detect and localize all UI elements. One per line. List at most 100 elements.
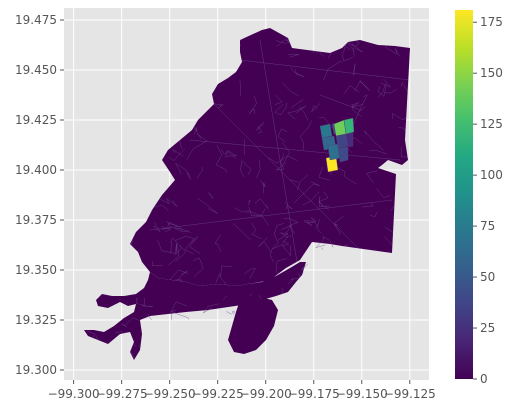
main-road-5	[259, 39, 301, 281]
subdivision-line	[369, 150, 387, 155]
subdivision-line	[246, 208, 266, 217]
colorbar-gradient	[455, 10, 473, 379]
subdivision-line	[281, 82, 300, 97]
y-tick-label: 19.325	[15, 313, 57, 327]
y-tick-label: 19.475	[15, 13, 57, 27]
subdivision-line	[341, 52, 354, 62]
subdivision-line	[192, 257, 204, 277]
subdivision-line	[287, 105, 307, 120]
subdivision-line	[274, 94, 283, 105]
x-tick-label: −99.275	[96, 387, 148, 401]
subdivision-line	[197, 198, 218, 214]
subdivision-line	[168, 269, 189, 281]
subdivision-line	[268, 155, 298, 164]
subdivision-line	[168, 246, 180, 266]
subdivision-line	[342, 37, 363, 53]
subdivision-line	[302, 191, 320, 206]
highlighted-cell	[319, 123, 333, 139]
y-tick-label: 19.300	[15, 363, 57, 377]
subdivision-line	[221, 149, 238, 157]
subdivision-line	[274, 102, 287, 116]
subdivision-line	[269, 235, 288, 263]
x-tick-label: −99.250	[144, 387, 196, 401]
subdivision-line	[310, 217, 319, 228]
subdivision-line	[316, 218, 322, 234]
subdivision-line	[303, 220, 315, 226]
x-axis: −99.300−99.275−99.250−99.225−99.200−99.1…	[48, 380, 436, 401]
subdivision-line	[318, 196, 330, 208]
subdivision-line	[251, 222, 262, 240]
subdivision-line	[278, 225, 293, 241]
map-region	[84, 28, 410, 360]
subdivision-line	[352, 40, 360, 57]
y-tick-label: 19.375	[15, 213, 57, 227]
colorbar-tick-label: 150	[480, 66, 503, 80]
subdivision-line	[275, 39, 290, 47]
subdivision-line	[343, 85, 360, 95]
highlighted-cell	[343, 117, 355, 135]
main-road-3	[209, 99, 361, 251]
subdivision-line	[232, 223, 252, 241]
subdivision-line	[256, 159, 261, 179]
subdivision-line	[243, 138, 246, 155]
subdivision-line	[384, 89, 397, 94]
subdivision-line	[275, 258, 288, 276]
subdivision-line	[335, 166, 357, 185]
colorbar-tick-label: 125	[480, 117, 503, 131]
subdivision-line	[289, 179, 299, 183]
subdivision-line	[186, 133, 208, 160]
y-tick-label: 19.400	[15, 163, 57, 177]
subdivision-line	[352, 63, 356, 76]
y-tick-label: 19.350	[15, 263, 57, 277]
colorbar-tick-label: 50	[480, 270, 495, 284]
subdivision-line	[256, 121, 265, 131]
subdivision-line	[351, 103, 362, 118]
subdivision-line	[282, 142, 290, 164]
subdivision-line	[376, 188, 391, 198]
subdivision-line	[282, 240, 291, 257]
subdivision-line	[315, 235, 330, 249]
subdivision-line	[254, 198, 269, 209]
subdivision-line	[159, 198, 178, 207]
subdivision-line	[215, 144, 228, 173]
colorbar-tick-label: 0	[480, 372, 488, 386]
subdivision-line	[275, 153, 287, 171]
colorbar-tick-label: 25	[480, 321, 495, 335]
subdivision-line	[152, 261, 163, 267]
colorbar: 0 25 50 75 100 125 150 175	[455, 10, 503, 386]
subdivision-line	[234, 207, 250, 213]
x-tick-label: −99.300	[48, 387, 100, 401]
subdivision-line	[354, 80, 370, 92]
highlighted-cell	[345, 132, 354, 148]
subdivision-line	[203, 303, 219, 314]
highlighted-cell	[337, 146, 349, 163]
subdivision-line	[170, 237, 182, 256]
subdivision-line	[323, 60, 343, 81]
highlighted-cells	[319, 117, 355, 173]
main-region	[130, 28, 410, 286]
subdivision-line	[213, 103, 224, 108]
subdivision-line	[175, 245, 187, 262]
subdivision-line	[214, 234, 222, 252]
subdivision-line	[398, 127, 407, 133]
colorbar-tick-label: 75	[480, 219, 495, 233]
subdivision-line	[161, 226, 172, 233]
subdivision-line	[284, 202, 293, 210]
subdivision-line	[400, 146, 410, 158]
subdivision-line	[226, 311, 235, 316]
subdivision-line	[293, 181, 320, 204]
colorbar-ticks: 0 25 50 75 100 125 150 175	[473, 15, 503, 386]
subdivision-line	[171, 301, 188, 312]
subdivision-line	[157, 239, 172, 253]
subdivision-line	[239, 79, 241, 97]
subdivision-line	[300, 120, 312, 150]
x-tick-label: −99.225	[192, 387, 244, 401]
subdivision-line	[317, 191, 330, 210]
subdivision-line	[358, 94, 368, 113]
subdivision-line	[141, 295, 153, 307]
subdivision-line	[364, 130, 384, 151]
subdivision-line	[258, 237, 271, 252]
subdivision-line	[248, 95, 257, 115]
subdivision-line	[297, 174, 308, 191]
